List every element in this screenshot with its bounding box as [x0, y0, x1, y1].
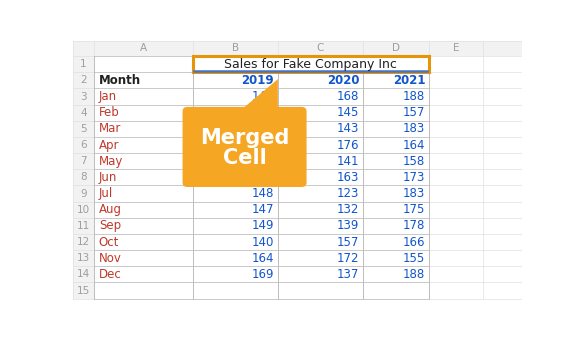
Text: A: A — [140, 43, 147, 53]
Text: 145: 145 — [337, 106, 359, 119]
Text: 8: 8 — [80, 172, 86, 182]
Text: 155: 155 — [403, 252, 425, 265]
Text: 158: 158 — [403, 155, 425, 168]
Text: 188: 188 — [403, 268, 425, 281]
Bar — [72, 41, 522, 56]
Bar — [193, 56, 429, 72]
Text: Mar: Mar — [99, 122, 121, 135]
Text: 6: 6 — [80, 140, 86, 150]
Text: 13: 13 — [77, 253, 90, 263]
Text: Sales for Fake Company Inc: Sales for Fake Company Inc — [224, 58, 397, 71]
Text: 157: 157 — [337, 236, 359, 248]
Text: 183: 183 — [403, 187, 425, 200]
Text: 172: 172 — [337, 252, 359, 265]
Text: 169: 169 — [252, 268, 274, 281]
Text: 5: 5 — [80, 124, 86, 134]
Text: 158: 158 — [252, 106, 274, 119]
Text: 176: 176 — [337, 139, 359, 152]
Text: 164: 164 — [403, 139, 425, 152]
Text: 166: 166 — [403, 236, 425, 248]
Text: Sep: Sep — [99, 219, 121, 232]
Text: C: C — [317, 43, 324, 53]
Text: Month: Month — [99, 74, 141, 87]
Text: 132: 132 — [337, 203, 359, 216]
Text: 1: 1 — [80, 59, 86, 69]
Text: 10: 10 — [77, 205, 90, 215]
Text: 2020: 2020 — [327, 74, 359, 87]
Text: 159: 159 — [252, 139, 274, 152]
Text: 3: 3 — [80, 92, 86, 101]
Text: Dec: Dec — [99, 268, 122, 281]
Text: 140: 140 — [252, 236, 274, 248]
Text: 139: 139 — [337, 219, 359, 232]
Text: Cell: Cell — [223, 148, 266, 168]
Text: Feb: Feb — [99, 106, 119, 119]
Text: 2: 2 — [80, 75, 86, 85]
Polygon shape — [239, 79, 278, 112]
Text: 11: 11 — [77, 221, 90, 231]
Text: 172: 172 — [252, 122, 274, 135]
Text: 173: 173 — [403, 171, 425, 184]
Bar — [72, 41, 94, 299]
Text: Oct: Oct — [99, 236, 119, 248]
Text: 163: 163 — [337, 171, 359, 184]
Text: 12: 12 — [77, 237, 90, 247]
Text: 148: 148 — [252, 187, 274, 200]
Text: 168: 168 — [337, 90, 359, 103]
Text: Aug: Aug — [99, 203, 122, 216]
Text: Merged: Merged — [200, 128, 289, 148]
Text: B: B — [231, 43, 239, 53]
Text: 141: 141 — [337, 155, 359, 168]
Text: D: D — [392, 43, 400, 53]
Text: 2019: 2019 — [241, 74, 274, 87]
Text: Nov: Nov — [99, 252, 122, 265]
FancyBboxPatch shape — [183, 107, 307, 187]
Text: 123: 123 — [337, 187, 359, 200]
Text: Jun: Jun — [99, 171, 117, 184]
Text: Jul: Jul — [99, 187, 113, 200]
Text: 2021: 2021 — [393, 74, 425, 87]
Text: Jan: Jan — [99, 90, 117, 103]
Text: 137: 137 — [252, 171, 274, 184]
Text: 144: 144 — [252, 155, 274, 168]
Text: 157: 157 — [403, 106, 425, 119]
Text: 143: 143 — [337, 122, 359, 135]
Text: 4: 4 — [80, 108, 86, 118]
Text: 175: 175 — [403, 203, 425, 216]
Text: 14: 14 — [77, 270, 90, 279]
Text: 178: 178 — [403, 219, 425, 232]
Text: 15: 15 — [77, 285, 90, 296]
Text: 7: 7 — [80, 156, 86, 166]
Text: 149: 149 — [252, 219, 274, 232]
Text: E: E — [453, 43, 459, 53]
Text: 164: 164 — [252, 252, 274, 265]
Text: May: May — [99, 155, 123, 168]
Text: 9: 9 — [80, 188, 86, 199]
Text: 147: 147 — [252, 203, 274, 216]
Text: 183: 183 — [403, 122, 425, 135]
Text: 146: 146 — [252, 90, 274, 103]
Text: 188: 188 — [403, 90, 425, 103]
Text: Apr: Apr — [99, 139, 119, 152]
Text: 137: 137 — [337, 268, 359, 281]
